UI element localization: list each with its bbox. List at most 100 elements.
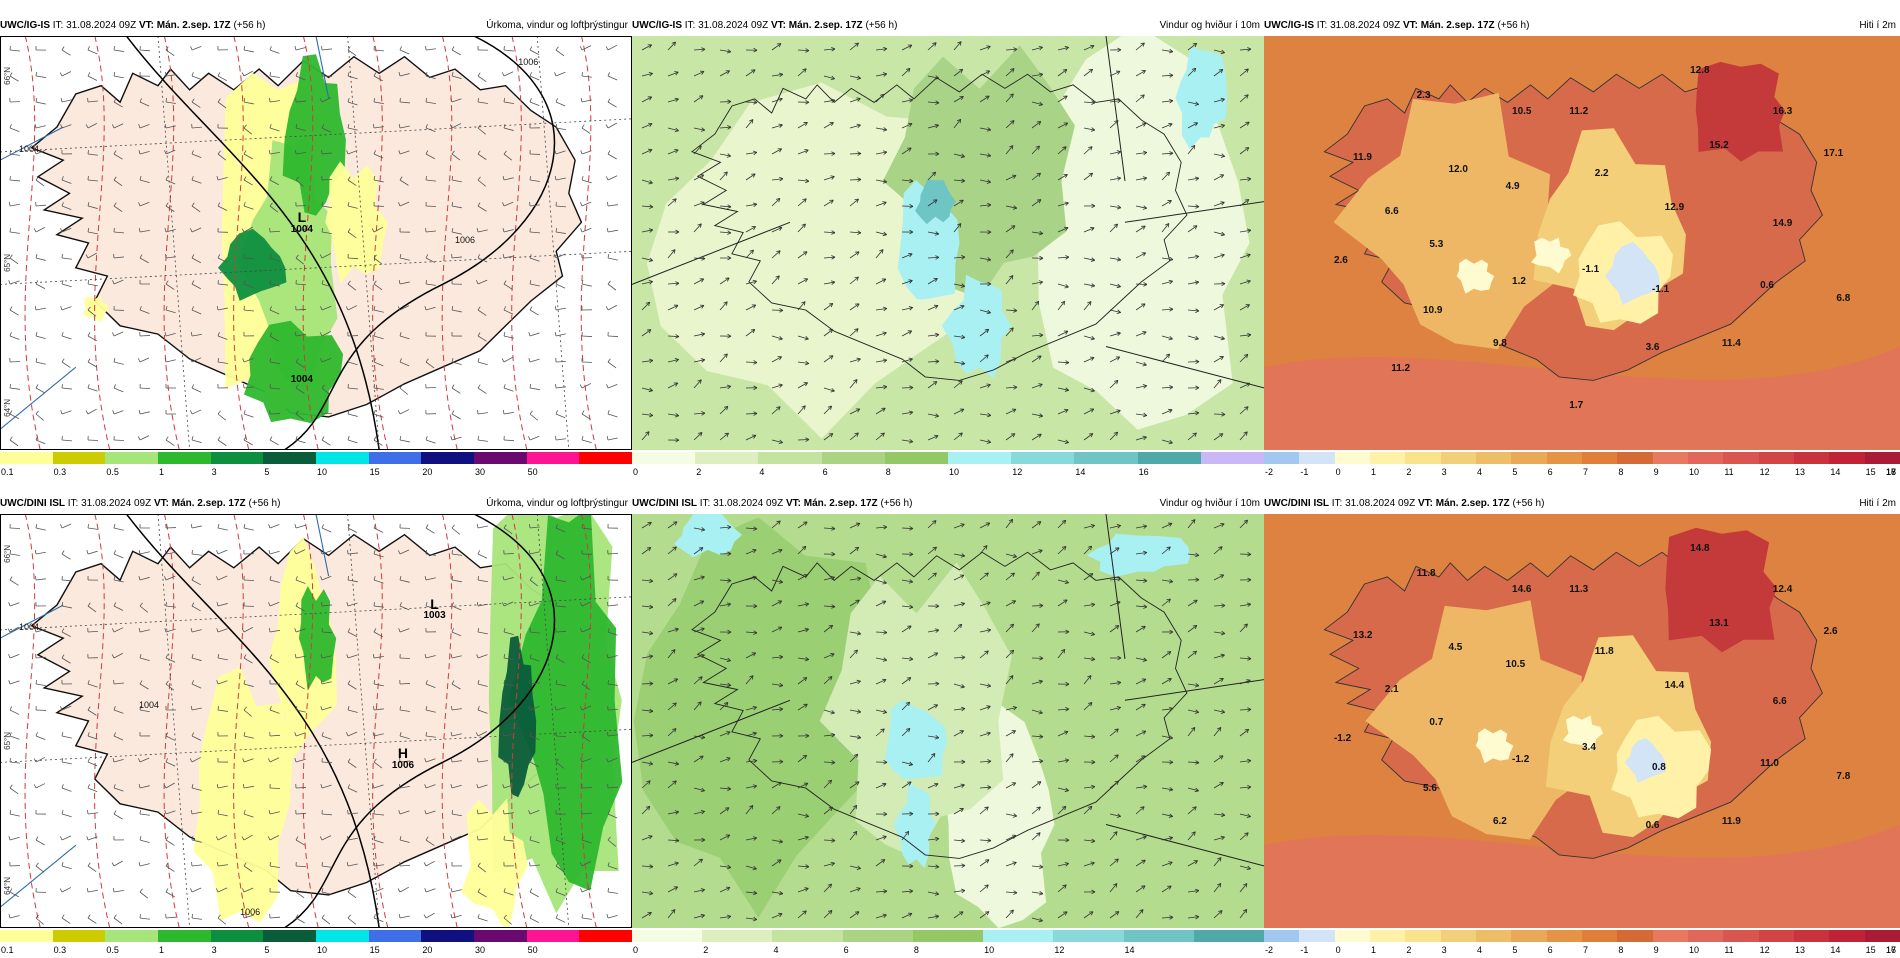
temperature-value: 6.6 [1385, 206, 1399, 217]
model-name: UWC/IG-IS [0, 20, 50, 31]
colorbar-swatch [1653, 452, 1688, 464]
colorbar-tick-label: 6 [844, 944, 849, 956]
model-name: UWC/DINI ISL [632, 498, 697, 509]
colorbar-swatch [1759, 930, 1794, 942]
colorbar-tick-label: -2 [1265, 466, 1273, 478]
colorbar-tick-label: 12 [1012, 466, 1022, 478]
colorbar-swatch [527, 452, 580, 464]
colorbar-swatch [1011, 452, 1074, 464]
valid-prefix: VT: [1418, 498, 1433, 509]
colorbar-tick-label: 4 [1477, 466, 1482, 478]
panel-header: UWC/IG-IS IT: 31.08.2024 09Z VT: Mán. 2.… [1264, 18, 1529, 34]
lead-time: (+56 h) [233, 20, 265, 31]
colorbar-swatch [983, 930, 1053, 942]
colorbar [0, 930, 632, 942]
colorbar-swatch [1405, 930, 1440, 942]
temperature-value: 4.9 [1506, 181, 1520, 192]
colorbar-swatch [105, 930, 158, 942]
temperature-value: 11.4 [1722, 338, 1741, 349]
colorbar-swatch [822, 452, 885, 464]
colorbar [0, 452, 632, 464]
temperature-value: 0.6 [1646, 820, 1660, 831]
temperature-value: 2.1 [1385, 684, 1399, 695]
colorbar-swatch [579, 452, 632, 464]
colorbar-swatch [1370, 452, 1405, 464]
init-prefix: IT: [685, 20, 696, 31]
colorbar-tick-label: 14 [1075, 466, 1085, 478]
colorbar-tick-label: 7 [1583, 466, 1588, 478]
colorbar-swatch [474, 452, 527, 464]
temperature-value: 6.8 [1836, 293, 1850, 304]
temperature-value: 12.4 [1773, 584, 1792, 595]
colorbar-tick-label: 0 [1336, 944, 1341, 956]
colorbar-swatch [0, 452, 53, 464]
isobar-label: 1006 [455, 235, 475, 245]
colorbar [1264, 452, 1900, 464]
latitude-label: 64°N [3, 399, 12, 417]
valid-prefix: VT: [139, 20, 154, 31]
colorbar-swatch [1794, 930, 1829, 942]
init-time: 31.08.2024 09Z [713, 498, 783, 509]
colorbar-tick-label: 1 [159, 466, 164, 478]
colorbar-swatch [1124, 930, 1194, 942]
panel-precip-row2: UWC/DINI ISL IT: 31.08.2024 09Z VT: Mán.… [0, 496, 632, 958]
pressure-center-value: 1006 [392, 761, 414, 772]
temperature-value: 14.8 [1690, 543, 1709, 554]
colorbar-swatch [948, 452, 1011, 464]
colorbar-tick-label: 4 [759, 466, 764, 478]
colorbar-tick-label: 2 [1406, 466, 1411, 478]
init-time: 31.08.2024 09Z [1345, 498, 1415, 509]
temperature-value: 10.9 [1423, 305, 1442, 316]
colorbar-swatch [1335, 452, 1370, 464]
colorbar [632, 452, 1264, 464]
temperature-value: -1.1 [1582, 264, 1599, 275]
colorbar-swatch [1299, 930, 1334, 942]
temperature-value: 16.3 [1773, 106, 1792, 117]
colorbar-swatch [263, 930, 316, 942]
temperature-value: 10.5 [1512, 106, 1531, 117]
panel-header: UWC/DINI ISL IT: 31.08.2024 09Z VT: Mán.… [0, 496, 280, 512]
valid-time: Mán. 2.sep. 17Z [804, 498, 878, 509]
colorbar-swatch [0, 930, 53, 942]
temperature-value: 6.2 [1493, 816, 1507, 827]
colorbar-tick-label: 9 [1654, 944, 1659, 956]
latitude-label: 65°N [3, 732, 12, 750]
init-time: 31.08.2024 09Z [698, 20, 768, 31]
panel-title: Úrkoma, vindur og loftþrýstingur [486, 496, 628, 512]
lead-time: (+56 h) [248, 498, 280, 509]
temperature-value: 12.8 [1690, 65, 1709, 76]
colorbar-swatch [772, 930, 842, 942]
colorbar [632, 930, 1264, 942]
colorbar-swatch [1688, 452, 1723, 464]
temperature-value: 0.6 [1760, 280, 1774, 291]
init-time: 31.08.2024 09Z [81, 498, 151, 509]
valid-time: Mán. 2.sep. 17Z [1436, 498, 1510, 509]
temperature-value: 11.2 [1391, 363, 1410, 374]
colorbar-swatch [1723, 930, 1758, 942]
isobar-label: 1004 [19, 622, 39, 632]
colorbar-tick-label: 2 [703, 944, 708, 956]
colorbar-tick-label: 10 [984, 944, 994, 956]
pressure-center-letter: H [392, 746, 414, 761]
colorbar-tick-label: -2 [1265, 944, 1273, 956]
temperature-value: 3.4 [1582, 742, 1596, 753]
temperature-value: 2.3 [1417, 90, 1431, 101]
temperature-value: 6.6 [1773, 696, 1787, 707]
colorbar-swatch [105, 452, 158, 464]
colorbar-swatch [1617, 452, 1652, 464]
init-prefix: IT: [1332, 498, 1343, 509]
colorbar-tick-label: 15 [1866, 466, 1876, 478]
colorbar-swatch [1299, 452, 1334, 464]
temperature-value: 12.0 [1448, 164, 1467, 175]
colorbar-swatch [1441, 930, 1476, 942]
colorbar-tick-label: 4 [1477, 944, 1482, 956]
colorbar-swatch [1829, 930, 1864, 942]
temperature-value: 2.2 [1595, 168, 1609, 179]
colorbar-tick-label: 0.1 [1, 944, 14, 956]
init-prefix: IT: [1317, 20, 1328, 31]
map-canvas [1264, 514, 1900, 928]
